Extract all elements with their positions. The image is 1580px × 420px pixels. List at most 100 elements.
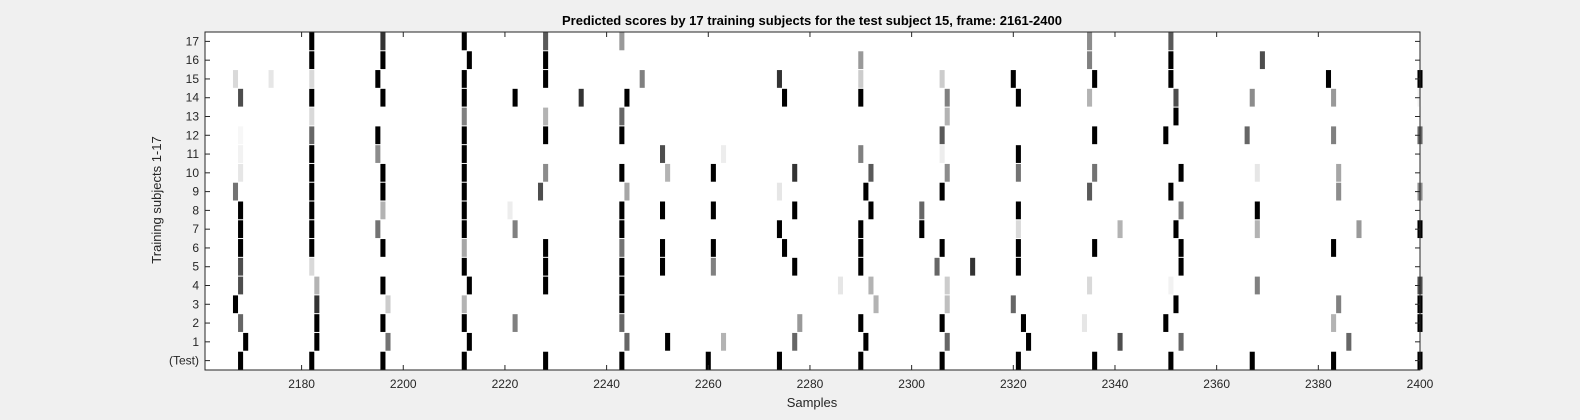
heatmap-cell: [1015, 163, 1021, 182]
heatmap-cell: [944, 276, 950, 295]
heatmap-cell: [776, 351, 782, 370]
heatmap-cell: [461, 107, 467, 126]
heatmap-cell: [1254, 201, 1260, 220]
heatmap-cell: [944, 107, 950, 126]
x-tick-label: 2220: [492, 377, 519, 391]
heatmap-cell: [1254, 220, 1260, 239]
x-tick-label: 2200: [390, 377, 417, 391]
y-tick-label: 2: [192, 316, 199, 330]
heatmap-cell: [660, 145, 666, 163]
heatmap-cell: [461, 163, 467, 182]
heatmap-cell: [939, 239, 945, 257]
heatmap-cell: [461, 314, 467, 332]
y-tick-label: 3: [192, 297, 199, 311]
heatmap-cell: [314, 276, 320, 295]
heatmap-cell: [1010, 295, 1016, 314]
y-tick-label: 6: [192, 241, 199, 255]
heatmap-cell: [1015, 257, 1021, 276]
heatmap-cell: [710, 257, 716, 276]
heatmap-cell: [1117, 220, 1123, 239]
heatmap-cell: [660, 257, 666, 276]
heatmap-cell: [461, 295, 467, 314]
x-tick-label: 2340: [1102, 377, 1129, 391]
heatmap-cell: [243, 332, 249, 351]
heatmap-cell: [1020, 314, 1026, 332]
heatmap-cell: [858, 351, 864, 370]
heatmap-cell: [466, 332, 472, 351]
heatmap-cell: [238, 201, 244, 220]
heatmap-cell: [1168, 351, 1174, 370]
heatmap-cell: [1168, 70, 1174, 88]
heatmap-cell: [939, 145, 945, 163]
x-axis-label: Samples: [787, 395, 838, 410]
heatmap-cell: [665, 163, 671, 182]
y-tick-label: 16: [186, 53, 200, 67]
heatmap-cell: [797, 314, 803, 332]
heatmap-cell: [238, 163, 244, 182]
heatmap-cell: [238, 276, 244, 295]
heatmap-cell: [792, 163, 798, 182]
heatmap-cell: [619, 163, 625, 182]
heatmap-cell: [385, 295, 391, 314]
heatmap-cell: [792, 332, 798, 351]
heatmap-cell: [1336, 182, 1342, 201]
heatmap-cell: [380, 88, 386, 107]
heatmap-cell: [1026, 332, 1032, 351]
y-tick-label: 1: [192, 335, 199, 349]
heatmap-cell: [619, 314, 625, 332]
heatmap-cell: [868, 163, 874, 182]
heatmap-cell: [944, 295, 950, 314]
heatmap-cell: [238, 126, 244, 145]
heatmap-cell: [238, 239, 244, 257]
heatmap-cell: [1178, 163, 1184, 182]
y-tick-label: 14: [186, 91, 200, 105]
heatmap-cell: [858, 88, 864, 107]
heatmap-cell: [543, 163, 549, 182]
heatmap-cell: [1356, 220, 1362, 239]
heatmap-cell: [1259, 51, 1265, 70]
heatmap-cell: [619, 239, 625, 257]
heatmap-cell: [776, 182, 782, 201]
heatmap-cell: [543, 276, 549, 295]
heatmap-cell: [380, 32, 386, 51]
heatmap-cell: [1010, 70, 1016, 88]
heatmap-cell: [512, 314, 518, 332]
heatmap-cell: [461, 239, 467, 257]
heatmap-cell: [232, 182, 239, 201]
x-tick-label: 2360: [1203, 377, 1230, 391]
heatmap-cell: [238, 257, 244, 276]
x-tick-label: 2380: [1305, 377, 1332, 391]
heatmap-cell: [624, 88, 630, 107]
heatmap-cell: [1168, 51, 1174, 70]
y-axis-label: Training subjects 1-17: [149, 136, 164, 263]
heatmap-cell: [1331, 88, 1337, 107]
heatmap-cell: [1015, 220, 1021, 239]
heatmap-cell: [858, 239, 864, 257]
heatmap-cell: [863, 332, 869, 351]
heatmap-cell: [1178, 201, 1184, 220]
heatmap-cell: [776, 70, 782, 88]
heatmap-cell: [543, 239, 549, 257]
heatmap-cell: [461, 88, 467, 107]
heatmap-cell: [543, 32, 549, 51]
y-tick-label: 8: [192, 203, 199, 217]
heatmap-cell: [1087, 182, 1093, 201]
heatmap-cell: [619, 351, 625, 370]
heatmap-cell: [721, 332, 727, 351]
heatmap-cell: [309, 239, 315, 257]
heatmap-cell: [919, 220, 925, 239]
heatmap-cell: [314, 314, 320, 332]
heatmap-cell: [537, 182, 544, 201]
heatmap-cell: [858, 70, 864, 88]
heatmap-cell: [1168, 182, 1174, 201]
heatmap-cell: [1325, 70, 1332, 88]
heatmap-cell: [375, 126, 381, 145]
heatmap-cell: [619, 220, 625, 239]
heatmap-cell: [1092, 126, 1098, 145]
heatmap-cell: [792, 201, 798, 220]
y-tick-label: 15: [186, 72, 200, 86]
heatmap-cell: [660, 239, 666, 257]
heatmap-cell: [375, 145, 381, 163]
